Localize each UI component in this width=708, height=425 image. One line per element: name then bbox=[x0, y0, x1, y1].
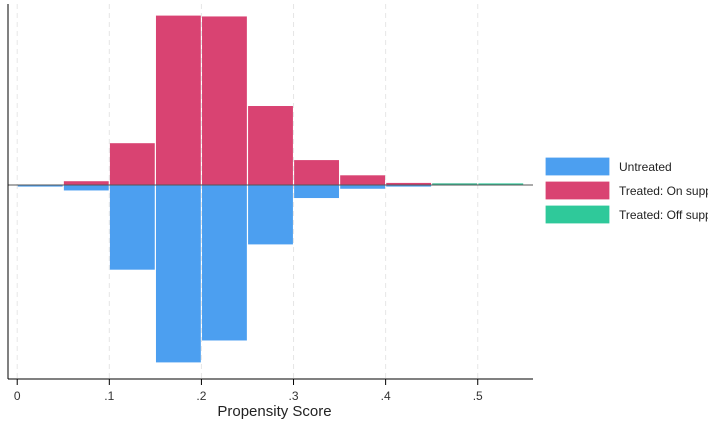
bar-untreated-5 bbox=[248, 184, 293, 245]
legend-label-untreated: Untreated bbox=[619, 160, 672, 174]
legend: Untreated Treated: On support Treated: Off… bbox=[545, 157, 708, 224]
bar-untreated-1 bbox=[63, 184, 109, 191]
bar-untreated-6 bbox=[294, 184, 339, 199]
x-tick-label-4: .4 bbox=[381, 389, 391, 403]
bar-treated-on-0 bbox=[63, 181, 109, 186]
bar-untreated-3 bbox=[155, 184, 201, 363]
legend-label-treated-on: Treated: On support bbox=[619, 184, 708, 198]
bar-treated-on-1 bbox=[109, 143, 155, 186]
bar-treated-on-3 bbox=[202, 16, 247, 186]
bar-untreated-2 bbox=[109, 184, 155, 270]
x-tick-label-1: .1 bbox=[104, 389, 114, 403]
bar-untreated-4 bbox=[202, 184, 247, 341]
bar-treated-on-6 bbox=[340, 175, 386, 186]
x-axis-ticks: 0 .1 .2 .3 .4 .5 bbox=[14, 379, 483, 403]
legend-swatch-treated-on bbox=[545, 181, 610, 200]
bar-treated-on-5 bbox=[294, 160, 339, 186]
legend-label-treated-off: Treated: Off support bbox=[619, 208, 708, 222]
x-tick-label-5: .5 bbox=[473, 389, 483, 403]
x-tick-label-3: .3 bbox=[289, 389, 299, 403]
bars bbox=[17, 15, 524, 363]
legend-swatch-treated-off bbox=[545, 205, 610, 224]
bar-treated-on-2 bbox=[155, 15, 201, 186]
bar-untreated-7 bbox=[340, 184, 386, 189]
legend-swatch-untreated bbox=[545, 157, 610, 176]
bar-treated-on-4 bbox=[248, 106, 293, 186]
x-tick-label-0: 0 bbox=[14, 389, 21, 403]
axes bbox=[7, 4, 533, 380]
x-tick-label-2: .2 bbox=[196, 389, 206, 403]
x-axis-title: Propensity Score bbox=[217, 403, 331, 420]
